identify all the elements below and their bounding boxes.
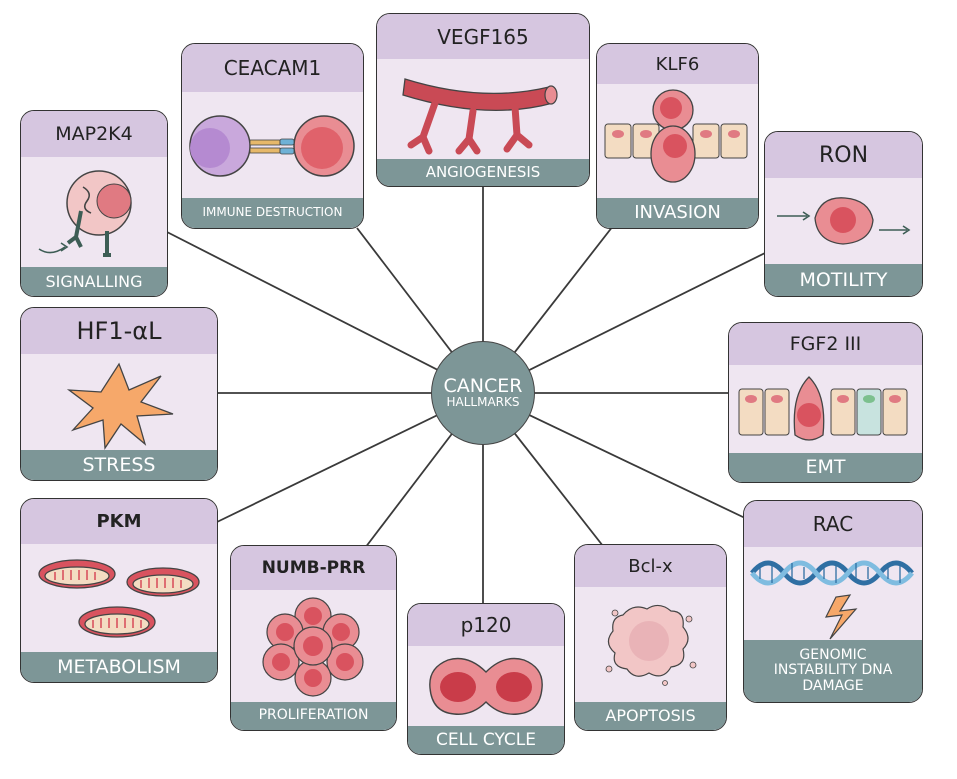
card-bclx: Bcl-x APOPTOSIS	[574, 544, 727, 731]
hallmark-label: GENOMIC INSTABILITY DNA DAMAGE	[744, 640, 922, 702]
gene-label: p120	[408, 604, 564, 646]
gene-label: NUMB-PRR	[231, 546, 396, 590]
gene-label: RON	[765, 132, 922, 178]
dividing-cell-icon	[408, 646, 564, 728]
hallmark-label: SIGNALLING	[21, 267, 167, 296]
card-pkm: PKM METABOLISM	[20, 498, 218, 683]
gene-label: HF1-αL	[21, 308, 217, 354]
hallmark-label: PROLIFERATION	[231, 702, 396, 730]
hallmark-label: INVASION	[597, 198, 758, 228]
card-fgf2: FGF2 III EMT	[728, 322, 923, 483]
receptor-signalling-icon	[21, 157, 167, 269]
hallmark-label: STRESS	[21, 450, 217, 480]
card-ron: RON MOTILITY	[764, 131, 923, 297]
spoke-map2k4	[166, 231, 484, 394]
blood-vessel-icon	[377, 59, 589, 161]
gene-label: VEGF165	[377, 14, 589, 59]
card-map2k4: MAP2K4 SIGNALLING	[20, 110, 168, 297]
gene-label: KLF6	[597, 44, 758, 84]
spoke-ron	[482, 252, 766, 394]
hallmark-label: EMT	[729, 453, 922, 482]
card-numb: NUMB-PRR PROLIFERATION	[230, 545, 397, 731]
hallmark-label: CELL CYCLE	[408, 726, 564, 754]
invasive-cell-icon	[597, 84, 758, 200]
mitochondria-icon	[21, 544, 217, 654]
hallmark-label: METABOLISM	[21, 652, 217, 682]
card-p120: p120 CELL CYCLE	[407, 603, 565, 755]
hub-subtitle: HALLMARKS	[446, 394, 520, 409]
migrating-cell-icon	[765, 178, 922, 266]
gene-label: PKM	[21, 499, 217, 544]
immune-cell-icon	[182, 92, 363, 200]
hub-title: CANCER	[443, 374, 523, 397]
gene-label: FGF2 III	[729, 323, 922, 365]
gene-label: RAC	[744, 501, 922, 547]
card-rac: RAC GENOMIC INSTABILITY DNA DAMAGE	[743, 500, 923, 703]
hallmark-label: IMMUNE DESTRUCTION	[182, 198, 363, 228]
apoptotic-cell-icon	[575, 587, 726, 704]
cancer-hallmarks-hub: CANCER HALLMARKS	[431, 341, 535, 445]
card-vegf165: VEGF165 ANGIOGENESIS	[376, 13, 590, 187]
stress-star-icon	[21, 354, 217, 452]
gene-label: MAP2K4	[21, 111, 167, 157]
card-klf6: KLF6 INVASION	[596, 43, 759, 229]
hallmark-label: MOTILITY	[765, 264, 922, 296]
hallmark-label: APOPTOSIS	[575, 702, 726, 730]
gene-label: CEACAM1	[182, 44, 363, 92]
card-hf1: HF1-αL STRESS	[20, 307, 218, 481]
emt-epithelium-icon	[729, 365, 922, 455]
card-ceacam1: CEACAM1 IMMUNE DESTRUCTION	[181, 43, 364, 229]
gene-label: Bcl-x	[575, 545, 726, 587]
cell-cluster-icon	[231, 590, 396, 704]
hallmark-label: ANGIOGENESIS	[377, 159, 589, 186]
dna-damage-icon	[744, 547, 922, 641]
